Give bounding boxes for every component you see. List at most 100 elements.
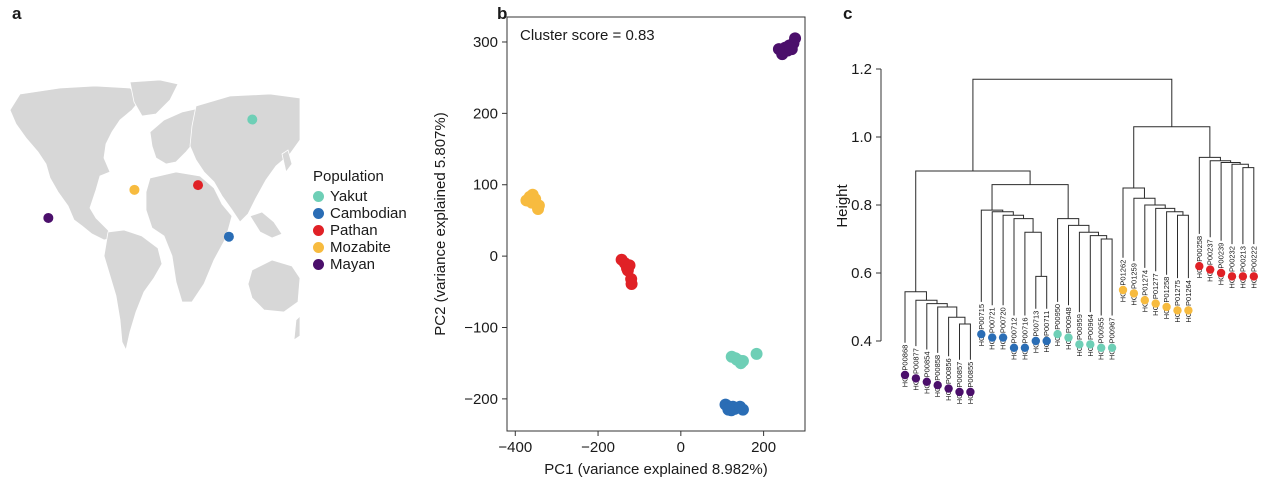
dendrogram-link [1242,167,1255,245]
world-map [9,80,300,352]
leaf-label: HGDP00950 [1053,304,1062,347]
dendrogram-link [972,78,1173,171]
leaf-dot-pathan [1216,268,1226,278]
scatter-point-yakut [750,347,763,360]
scatter-point-mayan [789,32,802,45]
leaf-label: HGDP00948 [1064,307,1073,350]
leaf-dot-mayan [966,387,975,397]
dendrogram-link [1089,235,1108,313]
leaf-label: HGDP00858 [933,355,942,398]
y-tick-label: 200 [473,105,498,122]
legend-label: Yakut [330,188,368,205]
legend-dot-yakut [313,191,324,202]
leaf-label: HGDP00955 [1097,318,1106,361]
leaf-dot-mozabite [1173,306,1182,315]
cluster-score-annotation: Cluster score = 0.83 [520,27,655,44]
landmasses [9,80,300,352]
height-axis: 0.4 0.6 0.8 1.0 1.2 [851,61,882,350]
leaf-dot-mayan [944,384,953,393]
legend-title: Population [313,168,384,185]
scatter-point-yakut [730,353,743,366]
leaf-dot-mozabite [1184,306,1193,315]
leaf-label: HGDP01274 [1140,270,1149,313]
africa-land [145,171,233,303]
legend-item-yakut: Yakut [313,188,407,205]
dendrogram-link [1024,231,1042,316]
leaf-label: HGDP01264 [1184,280,1193,323]
y-axis-label: Height [834,183,851,227]
leaf-label: HGDP00959 [1075,314,1084,357]
y-axis-label: PC2 (variance explained 5.807%) [432,112,449,335]
legend-item-pathan: Pathan [313,222,407,239]
y-tick-label: 300 [473,34,498,51]
dendrogram-link [937,306,958,353]
leaf-label: HGDP00857 [955,362,964,405]
asia-land [189,93,300,223]
y-tick-label: 100 [473,177,498,194]
dendrogram-link [1231,163,1249,245]
dendrogram-link [1166,211,1184,275]
dendrogram-link [1013,218,1034,316]
australia-land [247,259,300,313]
dendrogram-link [1155,207,1176,272]
legend-label: Mozabite [330,239,391,256]
dendrogram-link [1133,126,1211,188]
leaf-dot-cambodian [977,330,986,339]
legend-label: Cambodian [330,205,407,222]
panel-letter-b: b [497,4,508,23]
leaf-dot-pathan [1249,272,1258,281]
leaf-label: HGDP00856 [944,358,953,401]
map-point-pathan [193,180,204,191]
y-tick-label: −100 [464,320,498,337]
leaf-label: HGDP00711 [1042,311,1051,353]
x-tick-label: 200 [751,439,776,456]
scatter-point-mayan [784,41,797,54]
panel-letter-a: a [12,4,22,23]
dendrogram-link [1035,275,1048,309]
dendrogram-link [959,323,971,360]
dendrogram-link [1068,224,1090,306]
leaf-label: HGDP00258 [1195,236,1204,279]
legend-dot-cambodian [313,208,324,219]
leaf-dot-mozabite [1162,302,1171,312]
scatter-point-mozabite [522,193,535,206]
legend-item-mayan: Mayan [313,256,407,273]
leaf-dot-mozabite [1129,289,1139,298]
map-point-yakut [247,114,258,125]
leaf-label: HGDP00222 [1249,246,1258,289]
southeast-asia-land [249,211,283,239]
dendrogram-link [926,303,948,350]
legend-label: Mayan [330,256,376,273]
x-tick-label: −400 [498,439,532,456]
dendrogram-chart: 0.40.60.81.01.2 HGDP00868 HGDP00877 HGDP00… [834,61,1258,405]
leaf-label: HGDP00854 [922,352,931,395]
leaf-label: HGDP00721 [988,307,997,350]
leaf-dot-yakut [1097,343,1106,352]
leaf-label: HGDP00237 [1206,239,1215,282]
legend-item-mozabite: Mozabite [313,239,407,256]
legend-label: Pathan [330,222,378,239]
leaf-dot-pathan [1206,265,1215,274]
dendrogram-link [1078,231,1099,313]
leaf-dot-cambodian [1009,343,1019,352]
dendrogram-link [991,184,1069,219]
leaf-dot-mayan [955,387,964,397]
leaf-label: HGDP00232 [1228,246,1237,289]
scatter-point-pathan [625,277,638,290]
scatter-points [520,32,802,417]
north-america-land [9,85,143,241]
y-tick-label: 1.0 [851,129,872,146]
dendrogram-link [915,170,1031,292]
map-point-mozabite [129,184,140,195]
leaf-dot-mozabite [1140,296,1149,305]
leaf-dot-yakut [1075,340,1084,349]
scatter-point-pathan [621,264,634,277]
leaf-dot-mayan [911,374,921,383]
leaf-dot-mozabite [1151,299,1160,308]
leaf-label: HGDP00855 [966,362,975,405]
x-tick-label: 0 [677,439,685,456]
y-tick-label: 0.6 [851,265,872,282]
japan-land [281,149,293,173]
leaf-label: HGDP01275 [1173,280,1182,323]
new-zealand-land [293,315,300,341]
